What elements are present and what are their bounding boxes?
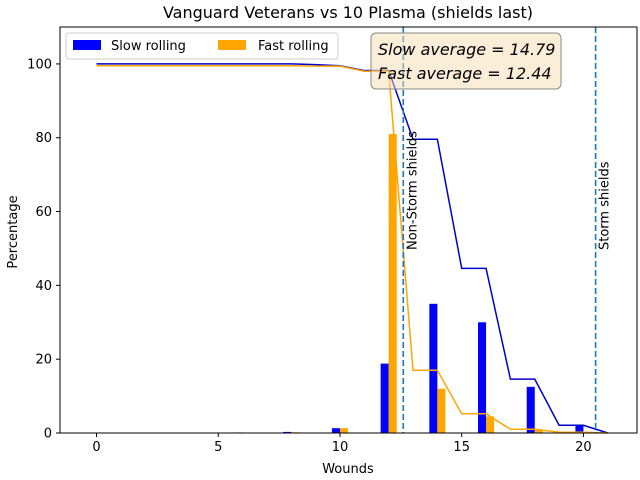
slow-bar [429,303,438,433]
y-axis-label: Percentage [6,195,21,268]
chart-title: Vanguard Veterans vs 10 Plasma (shields … [163,3,533,22]
legend-label-slow: Slow rolling [111,39,186,54]
axes-frame [59,26,638,434]
fast-bar [437,388,446,433]
stats-annotation: Slow average = 14.79 Fast average = 12.4… [370,32,562,90]
fast-bar [339,428,349,433]
slow-bar [526,386,535,433]
legend-frame [65,32,339,60]
fast-bar [534,429,543,433]
x-axis: 0 5 10 15 20 [92,433,592,455]
x-tick-label: 15 [453,440,470,455]
y-tick-label: 100 [27,57,52,72]
slow-bar [283,431,292,433]
legend-swatch-fast [218,40,246,50]
stats-line-slow: Slow average = 14.79 [378,40,555,59]
x-tick-label: 20 [575,440,592,455]
legend: Slow rolling Fast rolling [65,32,339,60]
fast-bar [388,134,397,433]
stats-line-fast: Fast average = 12.44 [378,64,552,83]
stats-box-frame [370,32,562,90]
threshold-label: Storm shields [598,161,613,250]
slow-bar [478,322,487,433]
slow-cumulative-line [96,63,609,434]
plot-area: Non-Storm shields Storm shields [59,26,638,434]
fast-cumulative-line [96,65,608,434]
y-tick-label: 20 [35,353,52,368]
y-tick-label: 40 [35,279,52,294]
y-tick-label: 60 [35,205,52,220]
slow-bar [380,363,389,433]
y-tick-label: 80 [35,131,52,146]
fast-bar [486,416,495,433]
x-tick-label: 10 [332,440,349,455]
x-tick-label: 0 [92,440,100,455]
y-tick-label: 0 [44,427,52,442]
y-axis: 0 20 40 60 80 100 [27,57,60,442]
slow-bar [575,425,584,433]
legend-swatch-slow [73,40,101,50]
x-tick-label: 5 [214,440,222,455]
legend-label-fast: Fast rolling [258,39,329,54]
slow-bar [331,428,340,433]
threshold-label: Non-Storm shields [405,131,420,250]
x-axis-label: Wounds [322,462,374,477]
